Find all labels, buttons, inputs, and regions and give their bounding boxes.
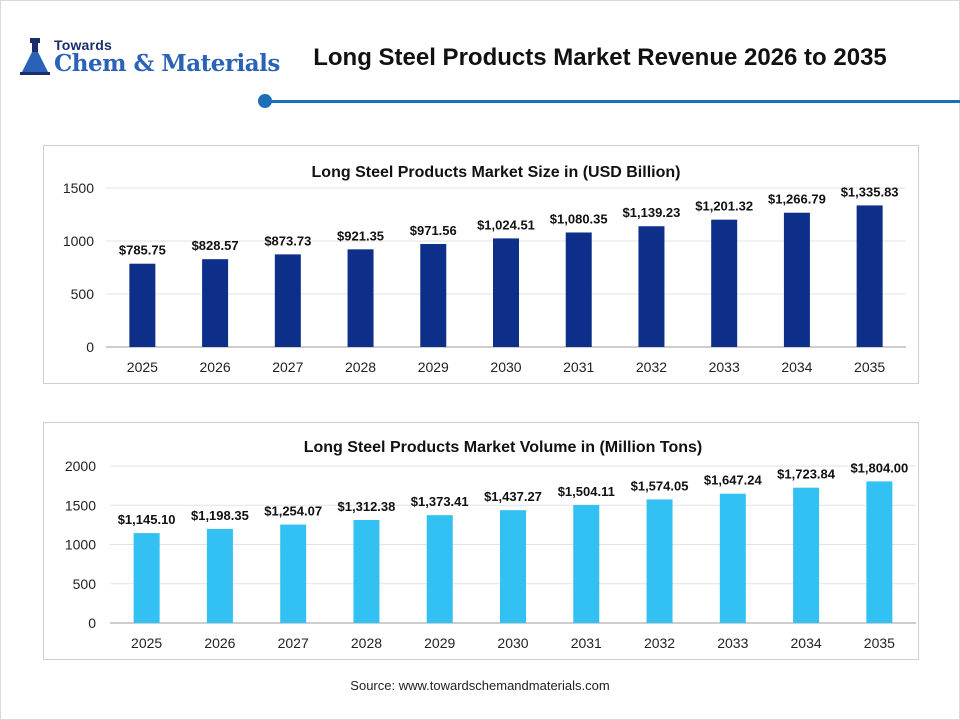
- data-label-2027: $1,254.07: [264, 504, 322, 519]
- x-tick-label-2034: 2034: [781, 359, 812, 375]
- flask-logo-icon: [20, 38, 50, 75]
- x-tick-label-2035: 2035: [864, 635, 895, 651]
- bar-2028: [353, 519, 380, 623]
- y-tick-label: 1500: [65, 497, 96, 513]
- x-tick-label-2032: 2032: [644, 635, 675, 651]
- bar-2027: [280, 524, 307, 623]
- x-tick-label-2035: 2035: [854, 359, 885, 375]
- title-underline-dot: [258, 94, 272, 108]
- data-label-2031: $1,080.35: [550, 211, 608, 226]
- bar-2026: [206, 528, 233, 623]
- x-tick-label-2027: 2027: [272, 359, 303, 375]
- x-tick-label-2032: 2032: [636, 359, 667, 375]
- data-label-2027: $873.73: [264, 233, 311, 248]
- data-label-2025: $1,145.10: [118, 512, 176, 527]
- x-tick-label-2026: 2026: [200, 359, 231, 375]
- bar-2030: [500, 510, 526, 623]
- x-tick-label-2025: 2025: [131, 635, 162, 651]
- chart-title: Long Steel Products Market Size in (USD …: [312, 164, 681, 181]
- brand-logo: Towards Chem & Materials: [18, 36, 280, 78]
- x-tick-label-2029: 2029: [424, 635, 455, 651]
- bar-2029: [420, 244, 447, 347]
- x-tick-label-2031: 2031: [563, 359, 594, 375]
- y-tick-label: 500: [73, 576, 97, 592]
- volume-chart-panel: Long Steel Products Market Volume in (Mi…: [43, 422, 919, 660]
- bar-2032: [646, 499, 673, 623]
- x-tick-label-2026: 2026: [204, 635, 235, 651]
- x-tick-label-2025: 2025: [127, 359, 158, 375]
- y-tick-label: 2000: [65, 458, 96, 474]
- bar-2025: [133, 533, 160, 623]
- bar-2025: [129, 263, 156, 347]
- data-label-2032: $1,574.05: [631, 478, 689, 493]
- data-label-2034: $1,723.84: [777, 467, 836, 482]
- volume-bar-chart: Long Steel Products Market Volume in (Mi…: [65, 439, 916, 651]
- source-note: Source: www.towardschemandmaterials.com: [350, 678, 610, 693]
- bar-2031: [565, 232, 592, 347]
- data-label-2031: $1,504.11: [558, 484, 615, 499]
- bar-2033: [711, 219, 738, 347]
- data-label-2026: $1,198.35: [191, 508, 249, 523]
- revenue-bar-chart: Long Steel Products Market Size in (USD …: [63, 164, 906, 375]
- revenue-chart-panel: Long Steel Products Market Size in (USD …: [43, 145, 919, 384]
- title-underline: [265, 100, 960, 103]
- data-label-2029: $1,373.41: [411, 494, 469, 509]
- x-tick-label-2034: 2034: [791, 635, 822, 651]
- x-tick-label-2028: 2028: [345, 359, 376, 375]
- bar-2035: [866, 481, 893, 623]
- x-tick-label-2030: 2030: [490, 359, 521, 375]
- x-tick-label-2028: 2028: [351, 635, 382, 651]
- data-label-2035: $1,335.83: [841, 184, 899, 199]
- page-title: Long Steel Products Market Revenue 2026 …: [313, 44, 887, 71]
- logo-towards-text: Towards: [54, 37, 112, 53]
- bar-2034: [793, 487, 820, 623]
- data-label-2034: $1,266.79: [768, 192, 826, 207]
- x-tick-label-2029: 2029: [418, 359, 449, 375]
- bar-2031: [573, 504, 600, 623]
- y-tick-label: 1500: [63, 180, 94, 196]
- data-label-2030: $1,024.51: [477, 217, 535, 232]
- y-tick-label: 0: [88, 615, 96, 631]
- x-tick-label-2031: 2031: [571, 635, 602, 651]
- data-label-2030: $1,437.27: [484, 489, 542, 504]
- bar-2035: [856, 205, 883, 347]
- data-label-2028: $1,312.38: [338, 499, 396, 514]
- data-label-2032: $1,139.23: [623, 205, 681, 220]
- bar-2027: [274, 254, 301, 347]
- data-label-2033: $1,201.32: [695, 199, 753, 214]
- bar-2032: [638, 226, 665, 347]
- data-label-2028: $921.35: [337, 228, 384, 243]
- x-tick-label-2030: 2030: [497, 635, 528, 651]
- data-label-2035: $1,804.00: [850, 460, 908, 475]
- y-tick-label: 0: [86, 339, 94, 355]
- y-tick-label: 1000: [63, 233, 94, 249]
- x-tick-label-2033: 2033: [717, 635, 748, 651]
- bar-2034: [783, 212, 810, 347]
- bar-2030: [493, 238, 519, 347]
- chart-title: Long Steel Products Market Volume in (Mi…: [304, 439, 703, 456]
- bar-2029: [426, 515, 453, 623]
- data-label-2033: $1,647.24: [704, 473, 763, 488]
- data-label-2025: $785.75: [119, 243, 166, 258]
- logo-brand-text: Chem & Materials: [54, 50, 280, 77]
- x-tick-label-2027: 2027: [278, 635, 309, 651]
- x-tick-label-2033: 2033: [709, 359, 740, 375]
- bar-2028: [347, 249, 374, 347]
- bar-2026: [202, 259, 229, 347]
- y-tick-label: 1000: [65, 537, 96, 553]
- data-label-2026: $828.57: [192, 238, 239, 253]
- data-label-2029: $971.56: [410, 223, 457, 238]
- bar-2033: [719, 493, 746, 623]
- y-tick-label: 500: [71, 286, 95, 302]
